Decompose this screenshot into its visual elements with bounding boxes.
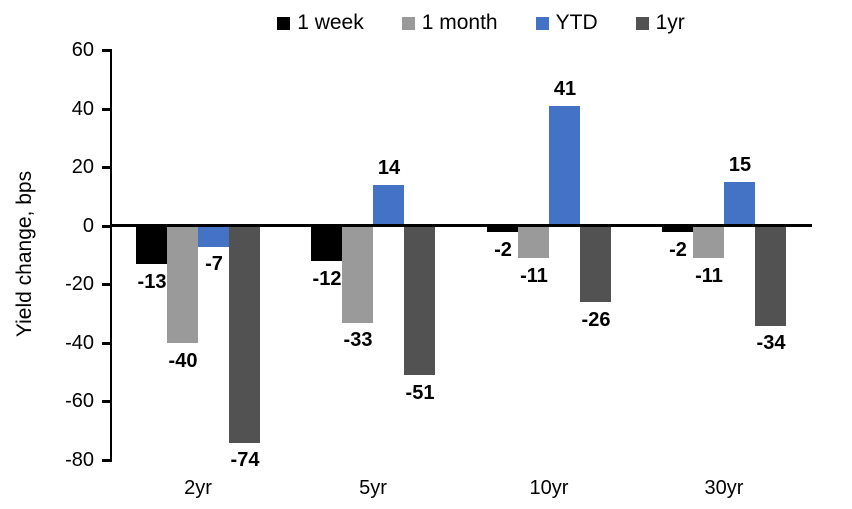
legend-item-1-week: 1 week	[277, 10, 364, 36]
y-axis-tick-label: 20	[71, 156, 94, 178]
bar-30yr-1-week	[662, 226, 693, 232]
x-axis-category-label: 10yr	[529, 477, 569, 499]
y-axis-tick	[102, 283, 110, 286]
bar-2yr-1yr	[229, 226, 260, 443]
bar-30yr-1yr	[755, 226, 786, 326]
bar-value-label: -12	[312, 268, 342, 290]
legend-swatch-icon	[535, 16, 549, 30]
y-axis-tick	[102, 400, 110, 403]
bar-value-label: -33	[343, 329, 373, 351]
bar-value-label: 15	[728, 154, 752, 176]
bar-30yr-1-month	[693, 226, 724, 258]
y-axis-line	[110, 49, 112, 462]
legend-item-ytd: YTD	[535, 10, 598, 36]
y-axis-tick-label: -60	[65, 390, 94, 412]
bar-value-label: -40	[168, 350, 198, 372]
bar-5yr-1-month	[342, 226, 373, 323]
bar-10yr-1yr	[580, 226, 611, 302]
legend-label: 1 week	[297, 11, 364, 34]
y-axis-tick	[102, 49, 110, 52]
y-axis-tick-label: -20	[65, 273, 94, 295]
bar-value-label: -2	[669, 239, 687, 261]
bar-2yr-1-month	[167, 226, 198, 343]
bar-10yr-ytd	[549, 106, 580, 226]
x-axis-category-label: 2yr	[184, 477, 212, 499]
bar-5yr-1yr	[404, 226, 435, 375]
legend-item-1-month: 1 month	[401, 10, 498, 36]
bar-10yr-1-week	[487, 226, 518, 232]
legend-label: 1yr	[655, 11, 685, 34]
bar-10yr-1-month	[518, 226, 549, 258]
legend-swatch-icon	[277, 16, 291, 30]
x-axis-category-label: 30yr	[704, 477, 744, 499]
bar-2yr-1-week	[136, 226, 167, 264]
y-axis-tick-label: -80	[65, 449, 94, 471]
legend-swatch-icon	[401, 16, 415, 30]
bar-5yr-ytd	[373, 185, 404, 226]
bar-value-label: 14	[377, 157, 401, 179]
bar-value-label: 41	[553, 78, 577, 100]
chart-legend: 1 week 1 month YTD 1yr	[110, 8, 852, 38]
bar-value-label: -11	[695, 265, 723, 287]
y-axis-tick-label: 60	[71, 39, 94, 61]
bar-value-label: -13	[137, 271, 167, 293]
bar-5yr-1-week	[311, 226, 342, 261]
y-axis-tick	[102, 459, 110, 462]
y-axis-tick-label: 40	[71, 98, 94, 120]
x-axis-category-label: 5yr	[359, 477, 387, 499]
legend-label: 1 month	[421, 11, 498, 34]
bar-value-label: -51	[405, 382, 435, 404]
bar-30yr-ytd	[724, 182, 755, 226]
y-axis-tick	[102, 108, 110, 111]
y-axis-tick-label: -40	[65, 332, 94, 354]
zero-axis-line	[110, 224, 812, 227]
bar-value-label: -26	[581, 309, 611, 331]
legend-swatch-icon	[635, 16, 649, 30]
bar-value-label: -2	[494, 239, 512, 261]
y-axis-tick	[102, 225, 110, 228]
y-axis-title: Yield change, bps	[13, 170, 36, 338]
legend-item-1yr: 1yr	[635, 10, 685, 36]
y-axis-tick-label: 0	[82, 215, 94, 237]
bar-value-label: -7	[205, 253, 223, 275]
bar-value-label: -11	[520, 265, 548, 287]
y-axis-tick	[102, 342, 110, 345]
bar-value-label: -34	[756, 332, 786, 354]
bar-2yr-ytd	[198, 226, 229, 247]
y-axis-tick	[102, 166, 110, 169]
legend-label: YTD	[555, 11, 598, 34]
bar-value-label: -74	[230, 449, 260, 471]
